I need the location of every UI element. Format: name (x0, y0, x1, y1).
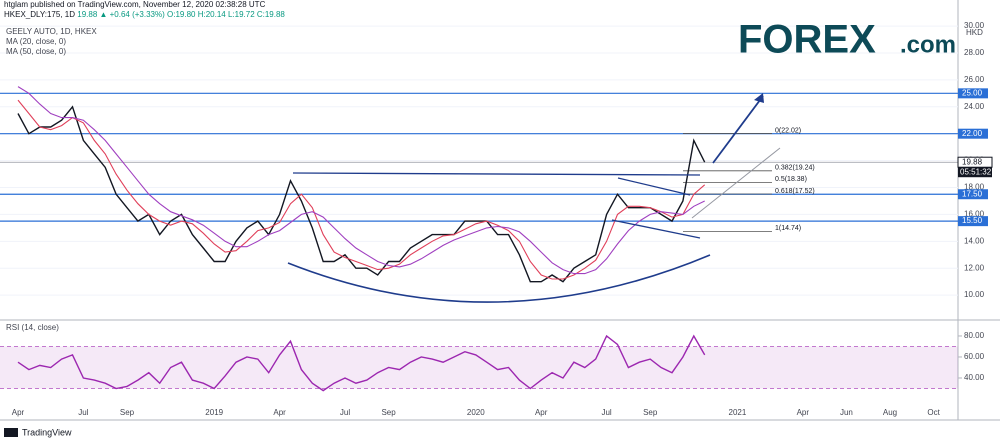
unit: HKD (966, 28, 983, 37)
logo-suffix: .com (900, 31, 956, 58)
y-tick-label: 12.00 (964, 263, 985, 272)
fib-trend (691, 147, 781, 219)
x-tick-label: 2020 (467, 408, 485, 417)
x-tick-label: Jun (840, 408, 853, 417)
y-tick-label: 24.00 (964, 102, 985, 111)
tv-icon (4, 428, 18, 437)
level-tag (958, 189, 988, 200)
arrow-head (754, 93, 764, 103)
x-tick-label: Oct (927, 408, 940, 417)
x-tick-label: Apr (797, 408, 810, 417)
level-label: 15.50 (962, 216, 983, 225)
last-price-label: 19.88 (962, 157, 983, 166)
level-label: 22.00 (962, 129, 983, 138)
fib-label: 0.5(18.38) (775, 176, 807, 183)
channel-bottom (611, 219, 701, 239)
x-tick-label: Sep (120, 408, 135, 417)
footer: TradingView (22, 427, 72, 437)
series-line (17, 105, 706, 283)
level-label: 25.00 (962, 88, 983, 97)
logo: FOREX (738, 18, 876, 62)
series-line (17, 99, 706, 280)
x-tick-label: Jul (78, 408, 88, 417)
cup-arc (287, 254, 711, 303)
level-label: 17.50 (962, 189, 983, 198)
y-tick-label: 18.00 (964, 183, 985, 192)
ohlc: O:19.80 H:20.14 L:19.72 C:19.88 (167, 10, 285, 19)
x-tick-label: Jul (601, 408, 611, 417)
y-tick-label: 30.00 (964, 21, 985, 30)
y-tick-label: 26.00 (964, 75, 985, 84)
x-tick-label: Apr (12, 408, 25, 417)
countdown-tag (958, 167, 992, 178)
fib-label: 1(14.74) (775, 225, 801, 232)
series-line (17, 334, 706, 392)
level-tag (958, 216, 988, 227)
x-tick-label: Apr (273, 408, 286, 417)
level-tag (958, 88, 988, 99)
series-line (17, 86, 705, 275)
channel-top (617, 177, 691, 196)
legend-entry: RSI (14, close) (6, 323, 59, 332)
symbol-line: HKEX_DLY:175, 1D 19.88 ▲ +0.64 (+3.33%) … (4, 10, 285, 19)
rsi-tick-label: 80.00 (964, 331, 985, 340)
x-tick-label: Aug (883, 408, 897, 417)
level-tag (958, 128, 988, 139)
x-tick-label: Jul (340, 408, 350, 417)
x-tick-label: 2021 (729, 408, 747, 417)
neckline (292, 172, 701, 176)
x-tick-label: Sep (643, 408, 658, 417)
legend-entry: MA (50, close, 0) (6, 47, 66, 56)
legend-entry: GEELY AUTO, 1D, HKEX (6, 27, 97, 36)
fib-label: 0(22.02) (775, 127, 801, 134)
rsi-tick-label: 40.00 (964, 373, 985, 382)
arrow-shaft (712, 95, 764, 164)
y-tick-label: 16.00 (964, 210, 985, 219)
countdown: 05:51:32 (960, 167, 992, 176)
publisher: htglam published on TradingView.com, Nov… (4, 0, 266, 9)
y-tick-label: 14.00 (964, 236, 985, 245)
rsi-band (0, 346, 958, 389)
fib-label: 0.382(19.24) (775, 165, 815, 172)
x-tick-label: Sep (381, 408, 396, 417)
change: 19.88 ▲ +0.64 (+3.33%) (77, 10, 165, 19)
x-tick-label: Apr (535, 408, 548, 417)
rsi-tick-label: 60.00 (964, 352, 985, 361)
fib-label: 0.618(17.52) (775, 188, 815, 195)
y-tick-label: 28.00 (964, 48, 985, 57)
legend-entry: MA (20, close, 0) (6, 37, 66, 46)
symbol: HKEX_DLY:175, 1D (4, 10, 75, 19)
y-tick-label: 10.00 (964, 290, 985, 299)
x-tick-label: 2019 (205, 408, 223, 417)
